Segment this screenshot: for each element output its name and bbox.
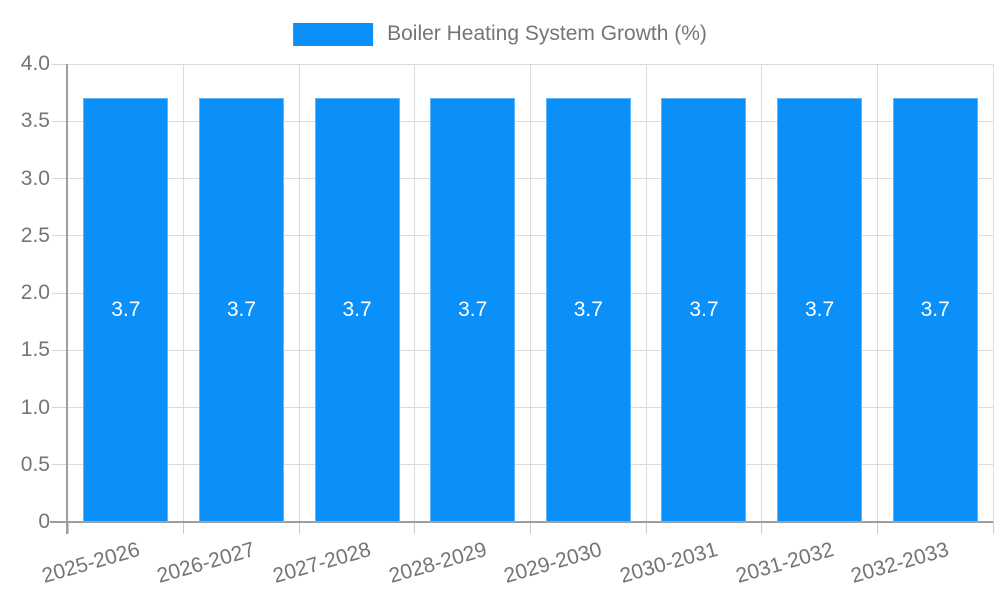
bar[interactable]: 3.7 [314, 98, 400, 522]
bar[interactable]: 3.7 [545, 98, 631, 522]
y-axis-tick [52, 349, 68, 351]
x-gridline [761, 64, 763, 522]
bar[interactable]: 3.7 [892, 98, 978, 522]
x-axis-tick [876, 522, 878, 534]
y-axis-tick [52, 120, 68, 122]
bar[interactable]: 3.7 [198, 98, 284, 522]
bar-value-label: 3.7 [804, 298, 835, 322]
bar-value-label: 3.7 [226, 298, 257, 322]
y-axis-tick-label: 2.5 [20, 223, 50, 247]
y-axis-tick [52, 178, 68, 179]
bar-value-label: 3.7 [689, 298, 719, 322]
x-gridline [183, 64, 185, 522]
bar[interactable]: 3.7 [430, 98, 516, 522]
y-axis-tick [52, 63, 68, 65]
y-axis-tick-label: 1.0 [20, 395, 50, 419]
legend-label: Boiler Heating System Growth (%) [387, 22, 707, 45]
y-axis-tick-label: 3.0 [20, 166, 50, 190]
y-axis-tick [52, 464, 68, 466]
x-gridline [530, 64, 531, 522]
bar-value-label: 3.7 [111, 298, 141, 322]
y-axis-tick-label: 0.5 [20, 452, 50, 476]
x-axis-tick [761, 522, 763, 534]
bar-value-label: 3.7 [342, 298, 372, 322]
x-axis-tick [645, 522, 647, 534]
y-axis-line [66, 64, 68, 534]
y-axis-tick [52, 407, 68, 408]
y-axis-tick-label: 0 [38, 510, 50, 533]
x-gridline [992, 64, 994, 522]
x-axis-tick [530, 522, 531, 534]
y-axis-tick [52, 235, 68, 237]
bar[interactable]: 3.7 [661, 98, 747, 522]
x-axis-tick [414, 522, 416, 534]
y-axis-tick [52, 292, 68, 294]
chart-legend[interactable]: Boiler Heating System Growth (%) [293, 22, 707, 46]
x-axis-tick [67, 522, 69, 534]
x-axis-tick [183, 522, 185, 534]
bar[interactable]: 3.7 [777, 98, 863, 522]
y-axis-tick-label: 3.5 [20, 109, 50, 133]
y-axis-tick-label: 2.0 [20, 281, 50, 304]
legend-color-swatch [293, 22, 374, 46]
y-axis-tick-label: 4.0 [20, 52, 50, 75]
bar-value-label: 3.7 [573, 298, 603, 322]
x-gridline [876, 64, 878, 522]
x-gridline [298, 64, 300, 522]
y-axis-tick-label: 1.5 [20, 338, 50, 362]
x-axis-tick [992, 522, 994, 534]
bar[interactable]: 3.7 [83, 98, 169, 522]
bar-value-label: 3.7 [920, 298, 950, 322]
x-axis-line [50, 521, 993, 523]
x-axis-tick [298, 522, 300, 534]
x-gridline [414, 64, 416, 522]
bar-value-label: 3.7 [458, 298, 488, 322]
x-gridline [645, 64, 647, 522]
